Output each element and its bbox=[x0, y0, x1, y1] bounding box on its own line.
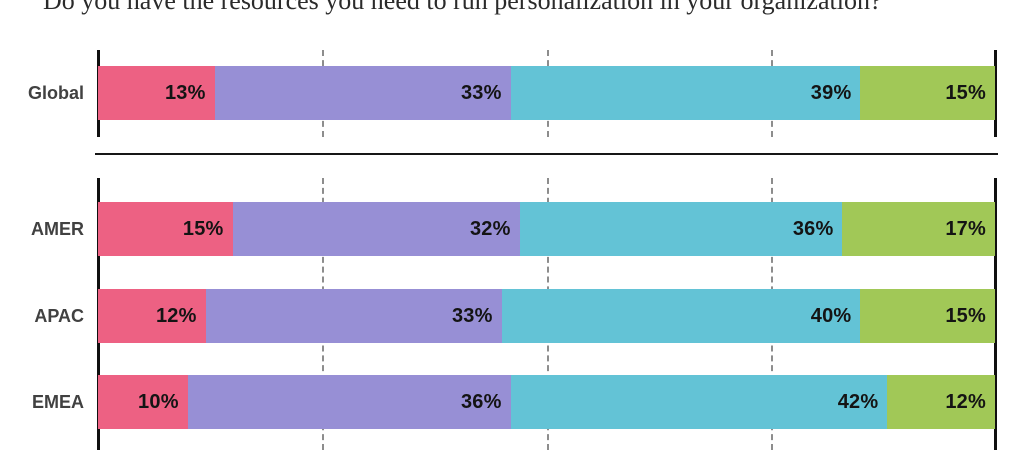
segment-value-label: 17% bbox=[945, 217, 986, 240]
axis-line-100pct bbox=[994, 50, 997, 137]
segment-value-label: 15% bbox=[182, 217, 224, 240]
bar-segment-segment-3-teal: 42% bbox=[510, 375, 888, 429]
bar-segment-segment-2-purple: 36% bbox=[187, 375, 511, 429]
bar-segment-segment-1-pink: 10% bbox=[98, 375, 188, 429]
row-label-apac: APAC bbox=[34, 306, 84, 326]
segment-value-label: 13% bbox=[164, 81, 206, 104]
plot-area-regions: 15% 32% 36% 17% 12% 33% 40% 15% 10% 36% 42% 12% bbox=[97, 178, 997, 450]
segment-value-label: 12% bbox=[155, 304, 197, 327]
bar-segment-segment-2-purple: 33% bbox=[205, 289, 502, 343]
segment-value-label: 10% bbox=[138, 390, 179, 413]
bar-row-emea: 10% 36% 42% 12% bbox=[98, 375, 995, 429]
bar-segment-segment-1-pink: 12% bbox=[98, 289, 206, 343]
bar-segment-segment-3-teal: 40% bbox=[501, 289, 861, 343]
bar-segment-segment-1-pink: 15% bbox=[98, 202, 233, 256]
plot-area-global: 13% 33% 39% 15% bbox=[97, 50, 997, 137]
segment-value-label: 42% bbox=[837, 390, 879, 413]
chart-title: Do you have the resources you need to ru… bbox=[43, 0, 882, 15]
segment-value-label: 39% bbox=[810, 81, 852, 104]
segment-value-label: 36% bbox=[792, 217, 834, 240]
bar-segment-segment-3-teal: 39% bbox=[510, 66, 861, 120]
row-label-amer: AMER bbox=[31, 219, 84, 239]
bar-segment-segment-2-purple: 33% bbox=[214, 66, 511, 120]
bar-row-apac: 12% 33% 40% 15% bbox=[98, 289, 995, 343]
segment-value-label: 40% bbox=[810, 304, 852, 327]
segment-value-label: 15% bbox=[945, 304, 986, 327]
row-label-emea: EMEA bbox=[31, 392, 84, 412]
bar-segment-segment-3-teal: 36% bbox=[519, 202, 843, 256]
bar-segment-segment-1-pink: 13% bbox=[98, 66, 215, 120]
segment-value-label: 32% bbox=[469, 217, 511, 240]
group-divider-line bbox=[95, 153, 998, 155]
axis-line-100pct bbox=[994, 178, 997, 450]
segment-value-label: 15% bbox=[945, 81, 986, 104]
bar-row-amer: 15% 32% 36% 17% bbox=[98, 202, 995, 256]
chart-title-clip: Do you have the resources you need to ru… bbox=[0, 0, 1024, 17]
bar-segment-segment-4-green: 17% bbox=[842, 202, 995, 256]
row-label-global: Global bbox=[27, 83, 84, 103]
segment-value-label: 33% bbox=[460, 81, 502, 104]
segment-value-label: 12% bbox=[945, 390, 986, 413]
bar-row-global: 13% 33% 39% 15% bbox=[98, 66, 995, 120]
segment-value-label: 33% bbox=[451, 304, 493, 327]
bar-segment-segment-4-green: 12% bbox=[887, 375, 995, 429]
bar-segment-segment-2-purple: 32% bbox=[232, 202, 520, 256]
segment-value-label: 36% bbox=[460, 390, 502, 413]
bar-segment-segment-4-green: 15% bbox=[860, 66, 995, 120]
bar-segment-segment-4-green: 15% bbox=[860, 289, 995, 343]
